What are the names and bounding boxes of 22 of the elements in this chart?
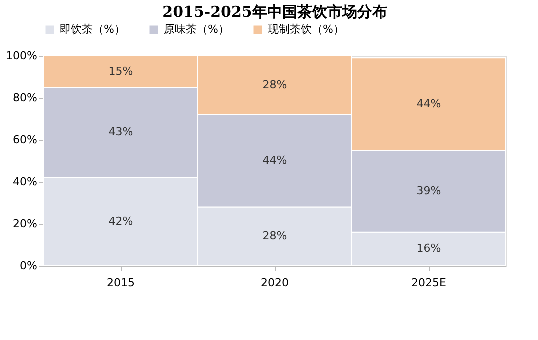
y-tick-label: 0% <box>20 260 38 272</box>
y-tick-label: 20% <box>13 218 38 230</box>
data-label: 15% <box>108 64 134 78</box>
legend-label: 原味茶（%） <box>164 23 230 36</box>
x-tick-label: 2020 <box>261 276 289 290</box>
data-label: 44% <box>262 154 288 167</box>
chart-title: 2015-2025年中国茶饮市场分布 <box>162 3 388 21</box>
x-tick-label: 2025E <box>412 276 447 290</box>
y-tick-label: 80% <box>13 92 38 104</box>
y-tick-label: 100% <box>6 50 38 62</box>
data-label: 42% <box>108 214 134 228</box>
x-tick-label: 2015 <box>107 276 135 290</box>
legend-label: 现制茶饮（%） <box>268 23 344 36</box>
y-tick-label: 60% <box>13 134 38 146</box>
data-label: 28% <box>262 230 288 243</box>
data-label: 16% <box>416 242 442 256</box>
data-label: 44% <box>416 97 442 110</box>
data-label: 39% <box>416 184 442 198</box>
data-label: 43% <box>108 126 134 139</box>
legend-label: 即饮茶（%） <box>60 23 126 36</box>
y-tick-label: 40% <box>13 176 38 188</box>
data-label: 28% <box>262 78 288 92</box>
